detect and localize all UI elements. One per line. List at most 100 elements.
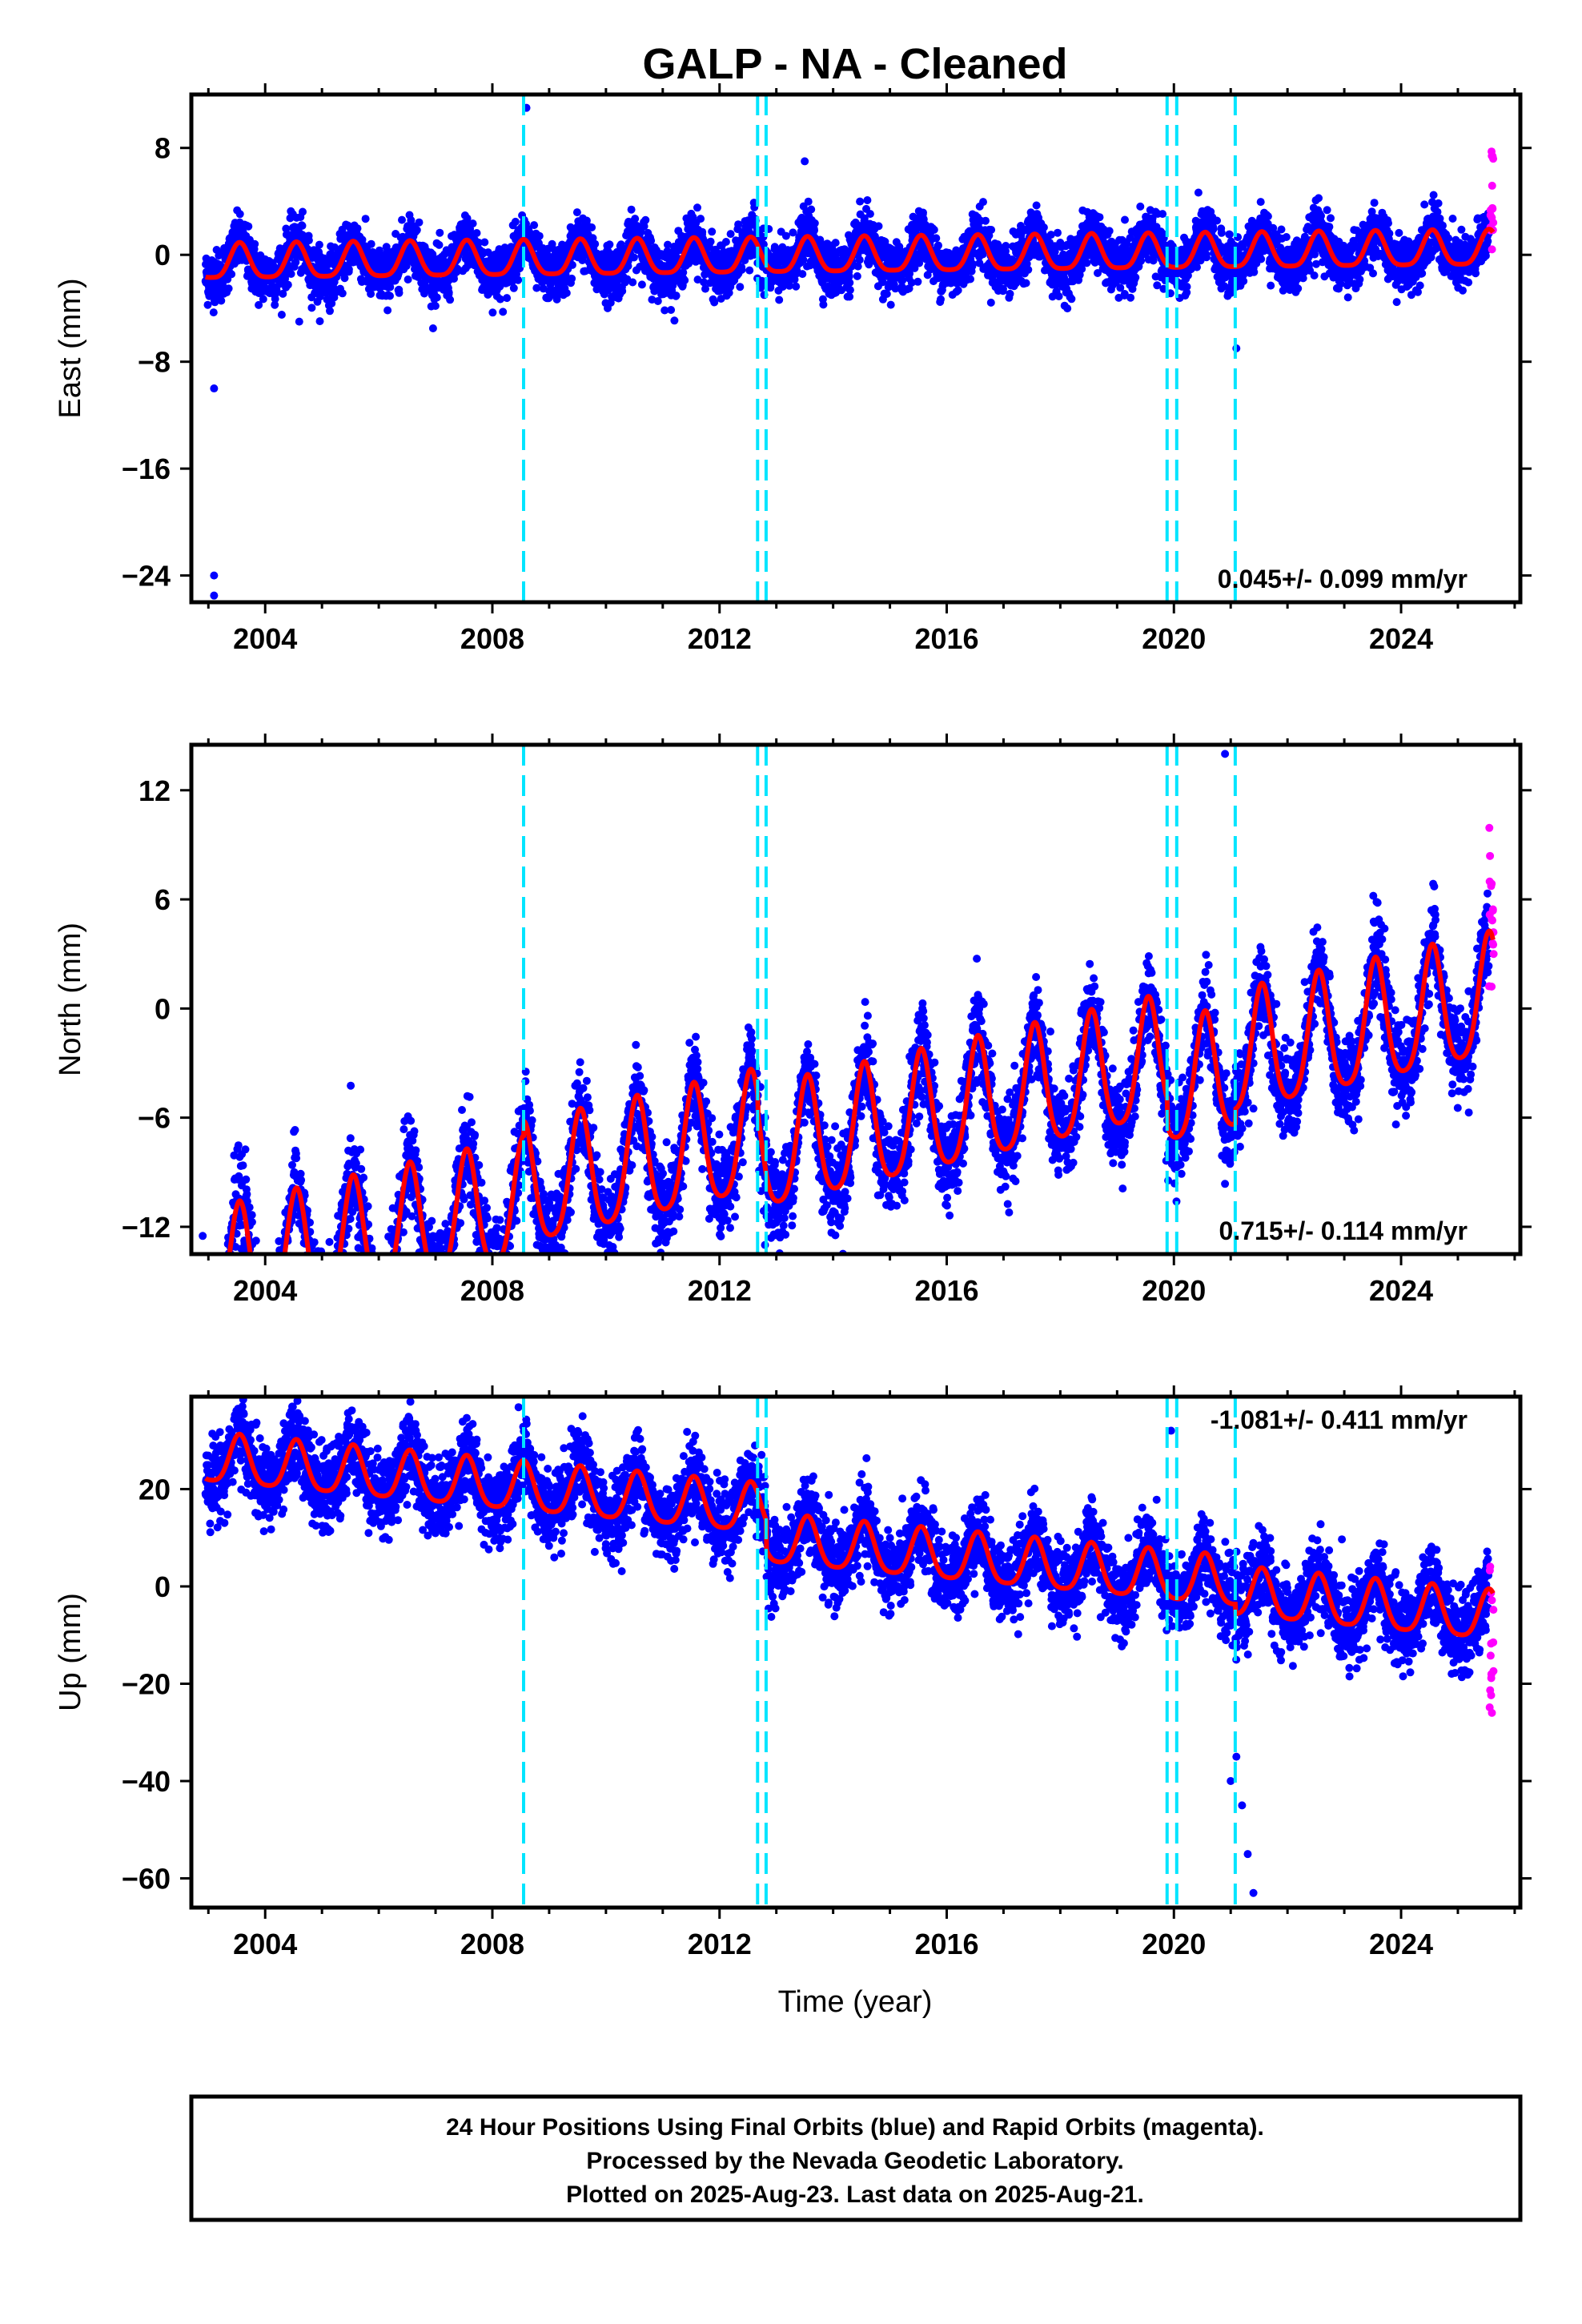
data-point <box>398 215 406 224</box>
data-point <box>792 282 801 291</box>
data-point <box>386 292 394 300</box>
data-point <box>353 224 362 233</box>
data-point <box>344 265 353 274</box>
data-point <box>472 229 481 237</box>
data-point <box>1194 188 1203 197</box>
data-point <box>446 296 455 304</box>
plot-area <box>201 94 1498 602</box>
data-point <box>1282 233 1291 241</box>
data-point <box>1136 202 1145 211</box>
data-point <box>845 286 854 295</box>
data-point <box>272 287 281 296</box>
data-point <box>721 238 730 246</box>
data-point <box>415 218 424 227</box>
data-point <box>706 237 715 246</box>
data-point <box>367 290 375 298</box>
data-point <box>1263 212 1272 221</box>
data-point <box>628 278 637 287</box>
data-point <box>298 221 307 230</box>
data-point <box>845 279 854 287</box>
data-point <box>383 306 392 315</box>
data-point <box>954 286 962 295</box>
data-point <box>987 226 996 234</box>
data-point <box>463 214 472 223</box>
data-point <box>480 238 489 247</box>
data-point <box>853 271 861 280</box>
data-point <box>203 300 212 309</box>
data-point <box>1203 253 1211 262</box>
figure-title: GALP - NA - Cleaned <box>642 40 1067 88</box>
data-point <box>810 219 819 227</box>
data-point <box>361 215 370 223</box>
data-point <box>326 307 334 316</box>
data-point <box>395 288 404 297</box>
data-point <box>937 295 945 304</box>
data-point <box>629 253 638 262</box>
data-point <box>259 295 267 304</box>
data-point <box>697 215 705 223</box>
data-point <box>1002 242 1010 250</box>
data-point <box>1063 304 1072 313</box>
data-point <box>307 304 316 312</box>
data-point <box>532 283 541 292</box>
data-point <box>327 299 336 308</box>
data-point <box>982 216 990 225</box>
data-point <box>428 324 437 332</box>
data-point <box>224 284 233 293</box>
data-point <box>283 280 292 289</box>
data-point <box>855 255 864 264</box>
data-point <box>1182 283 1191 291</box>
data-point <box>1217 228 1226 237</box>
data-point <box>1039 223 1048 231</box>
plot-background <box>191 94 1520 602</box>
data-point <box>1032 201 1041 210</box>
data-point <box>444 288 453 297</box>
data-point <box>358 235 367 244</box>
data-point <box>509 283 518 292</box>
data-point <box>886 300 895 309</box>
data-point <box>271 300 279 309</box>
data-point <box>1105 227 1114 235</box>
data-point <box>1267 281 1275 290</box>
data-point <box>475 239 483 247</box>
data-point <box>496 295 504 304</box>
data-point <box>468 219 477 228</box>
data-point <box>572 208 581 217</box>
data-point <box>282 224 291 233</box>
data-point <box>235 210 244 219</box>
data-point <box>435 240 444 249</box>
data-point <box>304 236 313 245</box>
data-point <box>1082 259 1091 267</box>
data-point <box>588 223 596 231</box>
data-point <box>930 225 938 234</box>
data-point <box>708 227 717 236</box>
data-point <box>831 239 840 247</box>
data-point <box>874 222 883 231</box>
data-point <box>431 302 440 310</box>
data-point <box>499 308 508 316</box>
data-point <box>407 216 416 224</box>
data-point <box>810 226 818 235</box>
data-point <box>386 283 395 292</box>
data-point <box>618 287 627 296</box>
data-point <box>710 298 719 307</box>
data-point <box>798 270 807 279</box>
data-point <box>913 277 922 286</box>
data-point <box>291 258 300 267</box>
data-point <box>1257 255 1266 263</box>
data-point <box>865 210 874 219</box>
data-point <box>737 265 746 274</box>
data-point <box>1006 289 1014 298</box>
data-point <box>969 259 977 268</box>
data-point <box>681 276 689 284</box>
data-point <box>548 239 556 248</box>
data-point <box>1256 198 1265 207</box>
data-point <box>404 275 412 283</box>
data-point <box>412 226 421 235</box>
data-point <box>568 260 576 269</box>
data-point <box>562 288 571 297</box>
data-point <box>781 231 790 240</box>
